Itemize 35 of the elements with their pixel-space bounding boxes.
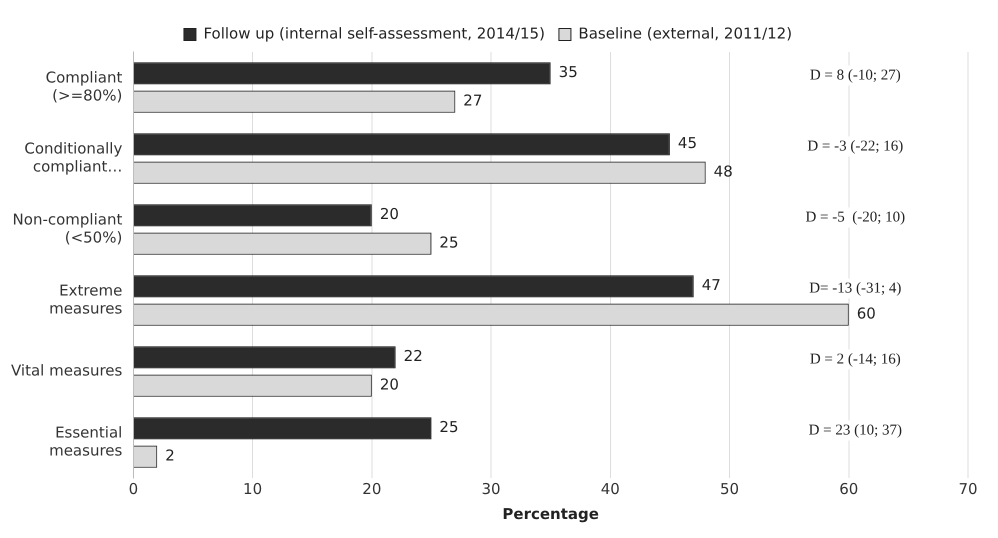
x-tick-label: 70 xyxy=(958,480,978,498)
data-label: 20 xyxy=(380,376,399,394)
data-label: 48 xyxy=(714,162,733,181)
y-tick-label: Non-compliant (<50%) xyxy=(12,210,122,246)
x-axis-title: Percentage xyxy=(502,504,599,523)
y-tick-label: Conditionally compliant… xyxy=(24,139,122,176)
data-label: 25 xyxy=(439,418,459,436)
data-label: 47 xyxy=(702,276,721,294)
data-label: 25 xyxy=(439,234,459,252)
y-tick-label: Essential measures xyxy=(49,423,123,460)
x-tick-label: 30 xyxy=(482,480,501,498)
annotation: D = 2 (-14; 16) xyxy=(810,351,901,368)
data-label: 2 xyxy=(165,446,175,465)
annotation: D = 23 (10; 37) xyxy=(808,422,902,438)
y-tick-label: Compliant (>=80%) xyxy=(46,68,122,104)
x-tick-label: 40 xyxy=(600,480,620,498)
x-tick-label: 10 xyxy=(243,480,262,498)
annotation: D = 8 (-10; 27) xyxy=(810,67,901,84)
annotation: D= -13 (-31; 4) xyxy=(809,280,902,296)
data-label: 20 xyxy=(380,205,399,224)
x-tick-label: 0 xyxy=(128,480,138,498)
annotation: D = -3 (-22; 16) xyxy=(807,138,904,154)
data-label: 22 xyxy=(404,347,423,366)
data-label: 27 xyxy=(463,92,482,110)
legend-label: Follow up (internal self-assessment, 2014/15) xyxy=(203,24,545,42)
data-label: 60 xyxy=(856,304,876,323)
y-tick-label: Vital measures xyxy=(11,361,123,380)
data-label: 35 xyxy=(558,63,578,82)
data-label: 45 xyxy=(678,134,697,152)
x-tick-label: 60 xyxy=(839,480,858,498)
y-tick-label: Extreme measures xyxy=(49,281,123,318)
x-tick-label: 50 xyxy=(720,480,740,498)
annotation: D = -5 (-20; 10) xyxy=(805,209,906,226)
x-tick-label: 20 xyxy=(362,480,382,498)
legend-label: Baseline (external, 2011/12) xyxy=(578,24,792,42)
